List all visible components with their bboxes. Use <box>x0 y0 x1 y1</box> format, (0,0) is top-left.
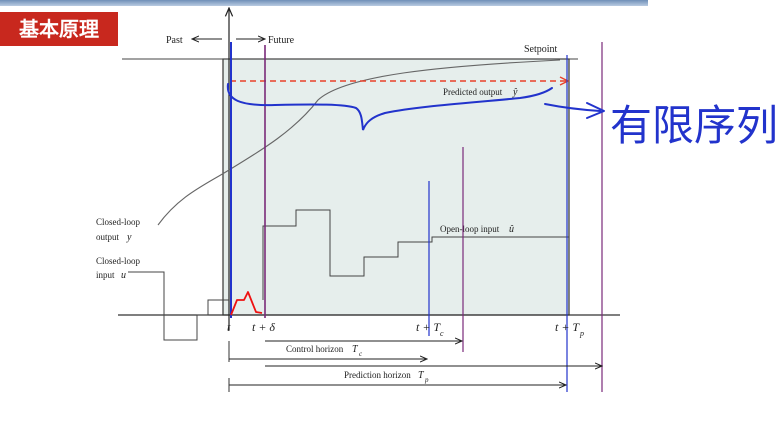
slide-title: 基本原理 <box>0 12 118 46</box>
closed-loop-output-curve <box>157 59 561 226</box>
prediction-horizon-label: Prediction horizon <box>344 370 411 380</box>
prediction-horizon-symbol: T <box>418 370 425 381</box>
tick-label-tc-sub: c <box>440 329 444 338</box>
control-horizon-label: Control horizon <box>286 344 344 354</box>
open-loop-input-symbol: û <box>509 224 514 235</box>
predicted-output-symbol: ŷ <box>512 87 518 98</box>
closed-loop-output-label: Closed-loop <box>96 217 140 227</box>
tick-label-t-tc: t + T <box>416 320 441 334</box>
closed-loop-input-line <box>128 271 229 341</box>
closed-loop-output-label2: output <box>96 232 120 242</box>
past-label: Past <box>166 35 183 46</box>
closed-loop-output-symbol: y <box>126 232 132 243</box>
tick-label-t: t <box>227 320 231 334</box>
closed-loop-input-symbol: u <box>121 270 126 281</box>
open-loop-input-label: Open-loop input <box>440 224 500 234</box>
prediction-window-box <box>222 58 570 316</box>
red-handwritten-mark <box>230 291 263 316</box>
closed-loop-input-label: Closed-loop <box>96 256 140 266</box>
blue-handwritten-brace <box>226 83 553 131</box>
handwritten-annotation: 有限序列 <box>610 104 777 150</box>
future-label: Future <box>268 35 295 46</box>
predicted-output-label: Predicted output <box>443 87 503 97</box>
tick-label-t-tp: t + T <box>555 320 580 334</box>
predicted-output-arrowhead <box>559 76 570 86</box>
closed-loop-input-label2: input <box>96 270 115 280</box>
tick-label-t-delta: t + δ <box>252 320 275 334</box>
control-horizon-sub: c <box>359 350 363 358</box>
window-top-bar <box>0 0 648 6</box>
control-horizon-symbol: T <box>352 344 359 355</box>
open-loop-input-line <box>262 209 569 300</box>
blue-handwritten-arrow <box>544 102 605 119</box>
tick-label-tp-sub: p <box>579 329 584 338</box>
prediction-horizon-sub: p <box>424 376 429 384</box>
setpoint-label: Setpoint <box>524 44 558 55</box>
